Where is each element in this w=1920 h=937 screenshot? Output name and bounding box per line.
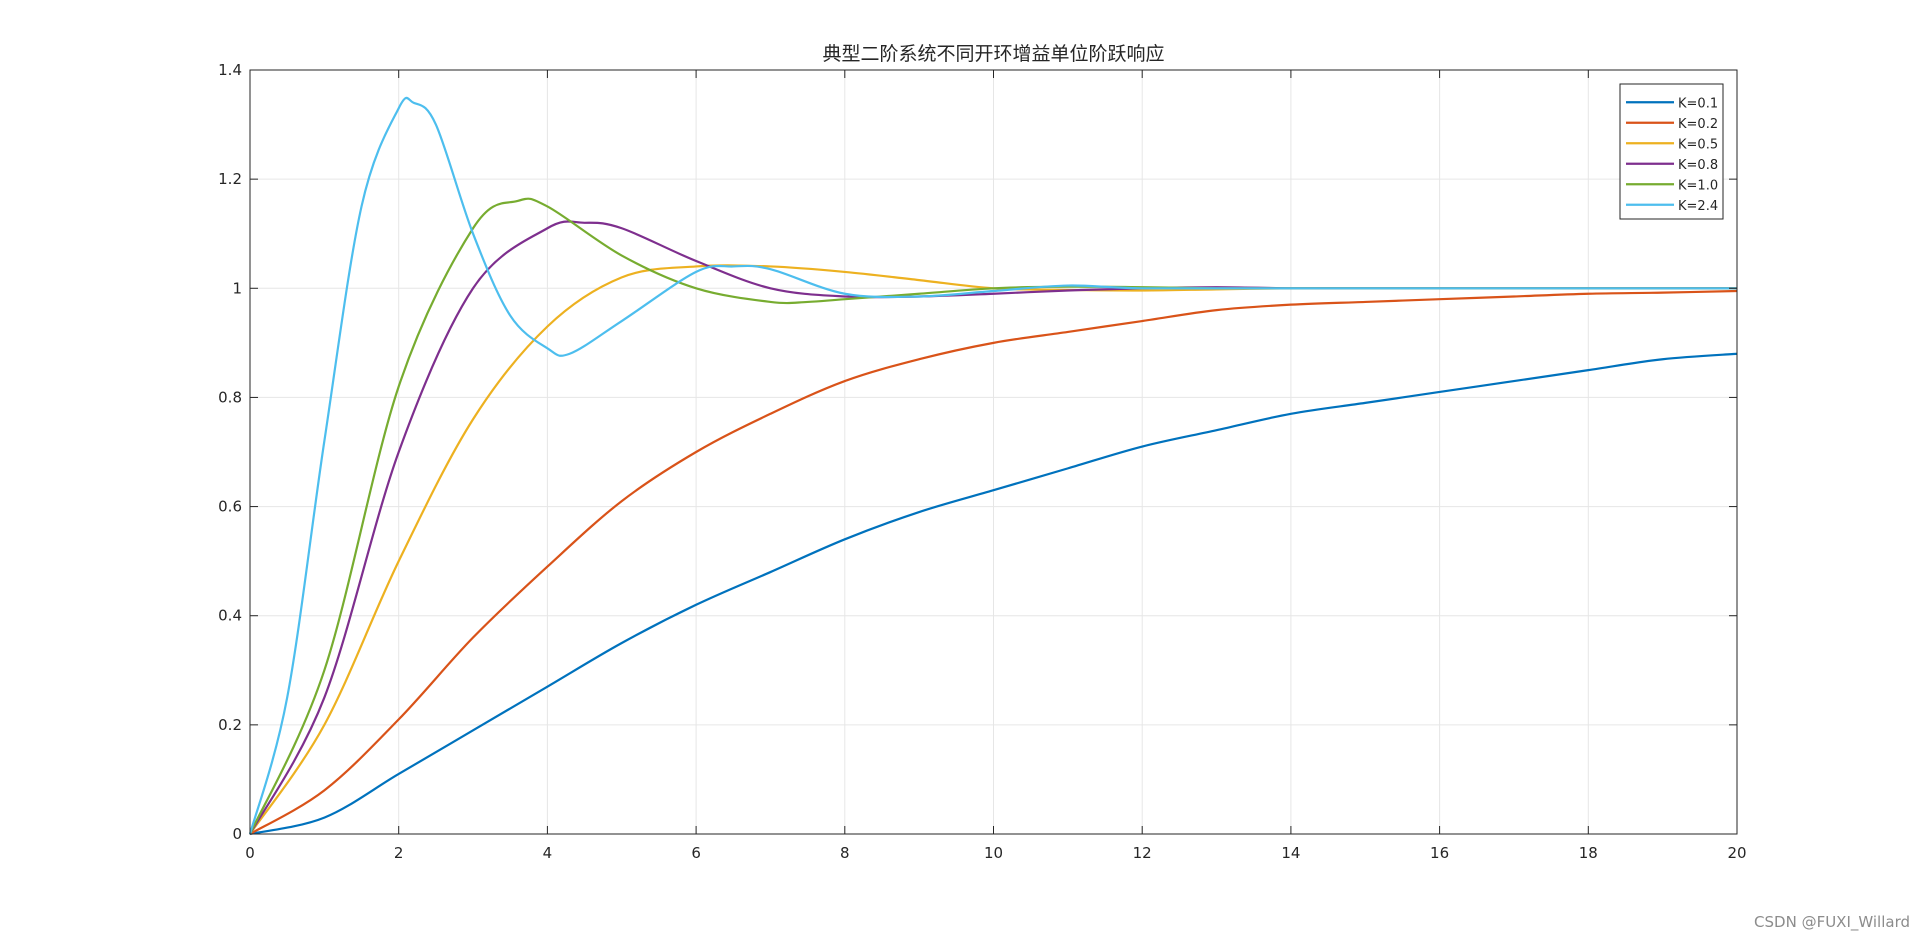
series-line-k-0-1 [249, 352, 1738, 836]
x-tick-label: 10 [984, 844, 1003, 862]
y-tick-label: 0.4 [218, 607, 242, 625]
chart-title: 典型二阶系统不同开环增益单位阶跃响应 [822, 43, 1164, 65]
x-tick-label: 4 [543, 844, 553, 862]
x-tick-label: 12 [1133, 844, 1152, 862]
legend-label-k-1-0: K=1.0 [1678, 178, 1718, 193]
x-tick-label: 2 [394, 844, 404, 862]
legend-label-k-0-8: K=0.8 [1678, 158, 1718, 173]
x-tick-label: 18 [1579, 844, 1598, 862]
legend: K=0.1 K=0.2 K=0.5 K=0.8 K=1.0 K=2.4 [1619, 83, 1724, 220]
x-tick-label: 6 [691, 844, 701, 862]
x-tick-label: 20 [1727, 844, 1746, 862]
y-tick-label: 0 [232, 825, 242, 843]
x-tick-label: 14 [1281, 844, 1300, 862]
legend-label-k-0-2: K=0.2 [1678, 117, 1718, 132]
x-tick-label: 0 [245, 844, 255, 862]
ticks: 0 2 4 6 8 10 12 14 16 18 20 0 0.2 0.4 0.6 0.8 1 1.2 1.4 [218, 61, 1746, 862]
y-tick-label: 0.6 [218, 498, 242, 516]
x-tick-label: 16 [1430, 844, 1449, 862]
series-group [248, 96, 1738, 836]
series-line-k-0-2 [249, 289, 1738, 835]
y-tick-label: 0.2 [218, 716, 242, 734]
x-tick-label: 8 [840, 844, 850, 862]
y-tick-label: 0.8 [218, 388, 242, 406]
series-line-k-2-4 [248, 96, 1737, 835]
y-tick-label: 1 [232, 279, 242, 297]
watermark: CSDN @FUXI_Willard [1754, 913, 1910, 931]
legend-box [1619, 83, 1724, 220]
legend-label-k-2-4: K=2.4 [1678, 199, 1718, 214]
grid [250, 70, 1737, 834]
legend-label-k-0-5: K=0.5 [1678, 137, 1718, 152]
legend-label-k-0-1: K=0.1 [1678, 96, 1718, 111]
y-tick-label: 1.2 [218, 170, 242, 188]
y-tick-label: 1.4 [218, 61, 242, 79]
